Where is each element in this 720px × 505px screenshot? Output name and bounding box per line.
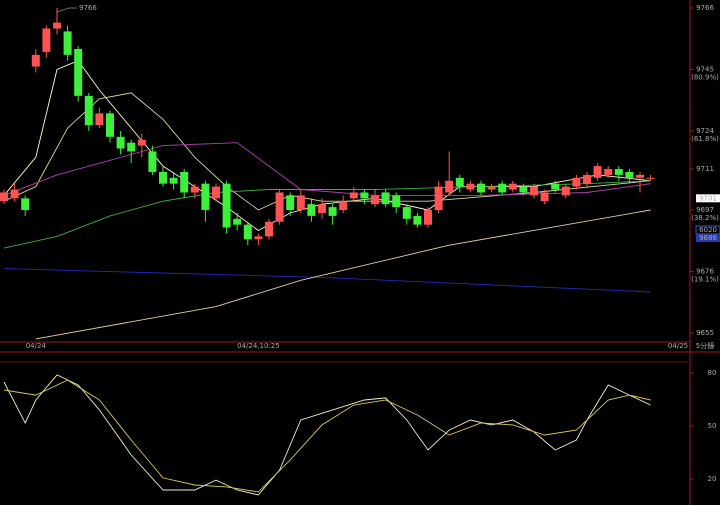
y-tick-label: 9655 <box>696 329 714 337</box>
info-box <box>696 234 720 242</box>
y-tick-label: 9766 <box>696 4 714 12</box>
candle-body <box>318 204 326 213</box>
moving-average <box>3 268 651 293</box>
candle-body <box>477 183 485 193</box>
candle-body <box>159 171 167 184</box>
x-corner-label: 04/25 <box>668 342 688 350</box>
period-label: 5分鐘 <box>696 341 714 350</box>
candle-body <box>593 166 602 178</box>
candle-body <box>614 169 623 175</box>
info-box-label: 6020 <box>699 226 717 234</box>
current-price-box <box>696 194 720 203</box>
candle-body <box>169 177 178 184</box>
fib-label: (80.9%) <box>691 73 719 81</box>
y-tick-label: 9676 <box>696 268 714 276</box>
candle-body <box>487 186 496 190</box>
candle-body <box>551 183 560 190</box>
candle-body <box>625 171 634 178</box>
candle-body <box>265 221 273 237</box>
candle-body <box>466 183 475 190</box>
candle-body <box>328 207 337 216</box>
info-box-label: 9686 <box>699 234 717 242</box>
candle-body <box>296 195 305 211</box>
oscillator-line <box>3 379 651 493</box>
candle-body <box>180 171 189 193</box>
candle-body <box>540 192 549 202</box>
moving-average <box>3 92 651 211</box>
fib-label: (38.2%) <box>691 214 719 222</box>
moving-average <box>35 209 651 340</box>
candle-body <box>84 95 93 126</box>
y-tick-label: 50 <box>708 422 717 430</box>
candle-body <box>392 195 401 208</box>
current-price-label: 9701 <box>699 194 717 202</box>
y-tick-label: 9724 <box>696 127 714 135</box>
y-tick-label: 9745 <box>696 65 714 73</box>
candle-body <box>106 113 114 137</box>
candle-body <box>275 192 284 222</box>
candle-body <box>53 22 61 29</box>
candle-body <box>561 186 570 196</box>
y-tick-label: 9697 <box>696 206 714 214</box>
x-tick-label: 04/24,10:25 <box>237 342 280 350</box>
candle-body <box>137 139 146 146</box>
candle-body <box>572 177 581 187</box>
candle-body <box>116 136 125 149</box>
candle-body <box>190 186 199 193</box>
candle-body <box>636 174 644 178</box>
candle-body <box>583 174 591 184</box>
candle-body <box>445 180 454 193</box>
candle-body <box>307 204 316 216</box>
candle-body <box>519 186 528 193</box>
y-tick-label: 9711 <box>696 165 714 173</box>
y-tick-label: 80 <box>708 369 717 377</box>
oscillator-line <box>3 374 651 496</box>
candle-body <box>498 183 507 193</box>
candle-body <box>360 192 369 199</box>
x-tick-label: 04/24 <box>26 342 47 350</box>
candle-body <box>455 177 464 187</box>
candle-body <box>212 186 220 199</box>
candle-body <box>434 186 443 211</box>
candle-body <box>95 113 104 126</box>
candle-body <box>222 183 231 228</box>
candle-body <box>604 169 613 175</box>
candle-body <box>127 142 136 152</box>
fib-label: (61.8%) <box>691 135 719 143</box>
candle-body <box>254 236 263 240</box>
candle-body <box>63 31 72 55</box>
candle-body <box>371 195 379 205</box>
candle-body <box>21 198 30 211</box>
candle-body <box>233 218 242 225</box>
candle-body <box>530 186 538 196</box>
candle-body <box>646 177 655 179</box>
y-tick-label: 20 <box>708 475 717 483</box>
candle-body <box>339 201 348 211</box>
high-marker-line <box>56 7 70 13</box>
candle-body <box>402 207 411 219</box>
candle-body <box>31 54 40 67</box>
candle-body <box>381 192 390 205</box>
candle-body <box>10 189 19 199</box>
moving-average <box>3 142 651 196</box>
candle-body <box>0 192 8 202</box>
candle-body <box>413 215 422 225</box>
candle-body <box>286 195 295 211</box>
candle-body <box>424 210 432 225</box>
candle-body <box>42 28 51 52</box>
candle-body <box>74 48 83 96</box>
candle-body <box>349 192 358 199</box>
candle-body <box>243 224 252 240</box>
candle-body <box>148 151 157 172</box>
fib-label: (19.1%) <box>691 276 719 284</box>
candle-body <box>508 183 517 190</box>
high-marker-label: 9766 <box>79 4 97 12</box>
candle-body <box>201 183 210 211</box>
